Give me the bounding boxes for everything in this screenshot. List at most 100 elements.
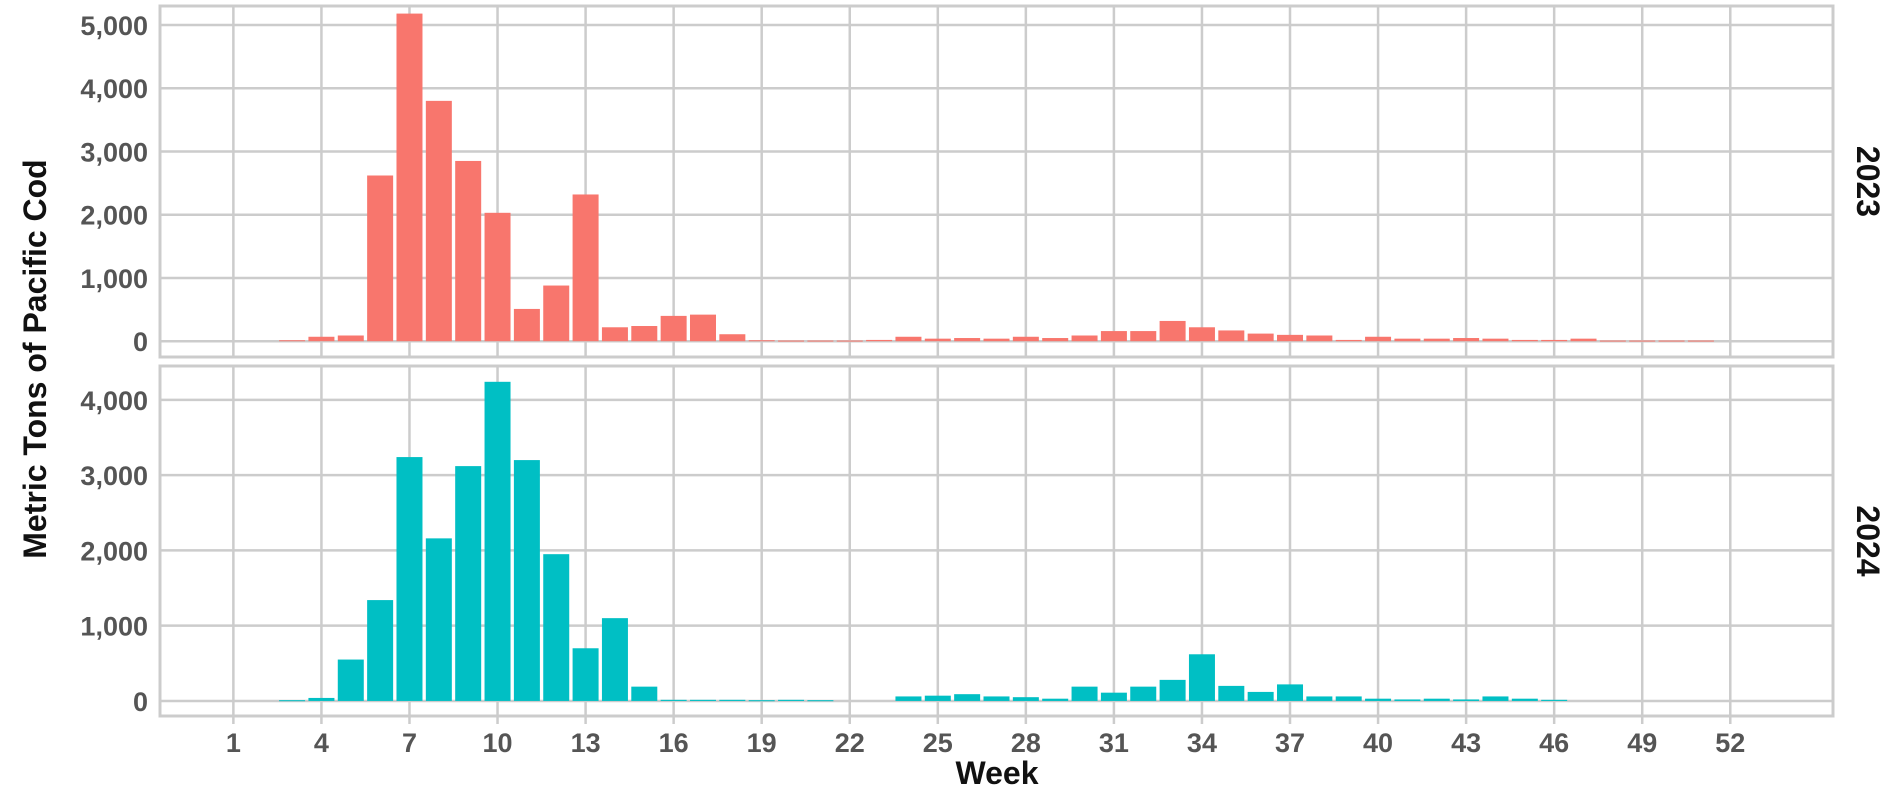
bar-2023-week-36	[1247, 333, 1274, 342]
panels: 0 1,000 2,000 3,000 4,000 5,000 2023 0 1,000 2,00…	[80, 4, 1886, 718]
bar-2024-week-14	[601, 618, 628, 701]
bar-2024-week-18	[719, 699, 746, 701]
bar-2023-week-17	[689, 314, 716, 342]
bar-2023-week-27	[983, 338, 1010, 342]
x-tick-label: 31	[1099, 728, 1129, 758]
bar-2024-week-10	[484, 381, 511, 701]
bar-2024-week-26	[954, 694, 981, 701]
bar-2023-week-12	[543, 285, 570, 342]
y-tick-label: 0	[133, 687, 148, 717]
bar-2023-week-16	[660, 315, 687, 342]
bar-2024-week-31	[1100, 692, 1127, 701]
x-tick-label: 28	[1011, 728, 1041, 758]
x-tick-label: 22	[835, 728, 865, 758]
bar-2024-week-27	[983, 696, 1010, 701]
bar-2023-week-29	[1042, 338, 1069, 342]
x-tick-label: 7	[402, 728, 417, 758]
x-tick-label: 52	[1715, 728, 1745, 758]
bar-2023-week-3	[279, 340, 306, 342]
bar-2024-week-3	[279, 700, 306, 702]
bar-2023-week-30	[1071, 335, 1098, 342]
bar-2023-week-44	[1482, 338, 1509, 342]
bar-2023-week-50	[1658, 340, 1685, 342]
bar-2023-week-32	[1130, 331, 1157, 342]
bar-2024-week-11	[513, 460, 540, 701]
y-tick-label: 5,000	[80, 11, 148, 41]
y-tick-label: 4,000	[80, 386, 148, 416]
bar-2024-week-24	[895, 696, 922, 701]
y-tick-label: 1,000	[80, 612, 148, 642]
bar-2024-week-33	[1159, 679, 1186, 701]
y-tick-label: 2,000	[80, 536, 148, 566]
bar-2023-week-5	[337, 335, 364, 342]
bar-2023-week-8	[425, 100, 452, 342]
bar-2024-week-42	[1423, 698, 1450, 701]
y-tick-label: 0	[133, 327, 148, 357]
y-tick-label: 4,000	[80, 74, 148, 104]
bar-2024-week-35	[1218, 685, 1245, 701]
y-tick-label: 3,000	[80, 461, 148, 491]
bar-2024-week-39	[1335, 696, 1362, 701]
panel-border	[158, 364, 1835, 718]
panel-border	[158, 4, 1835, 359]
bar-2024-week-7	[396, 457, 423, 701]
bar-2024-week-6	[367, 600, 394, 701]
facet-panel-2023: 0 1,000 2,000 3,000 4,000 5,000 2023	[80, 4, 1886, 359]
bar-2023-week-42	[1423, 338, 1450, 342]
bar-2024-week-16	[660, 699, 687, 701]
bar-2024-week-20	[778, 699, 805, 701]
x-tick-label: 37	[1275, 728, 1305, 758]
bar-2023-week-35	[1218, 330, 1245, 342]
bar-2024-week-36	[1247, 691, 1274, 701]
bar-2023-week-15	[631, 326, 658, 342]
bar-2024-week-25	[924, 695, 951, 701]
x-tick-label: 40	[1363, 728, 1393, 758]
x-tick-label: 16	[659, 728, 689, 758]
bar-2024-week-43	[1453, 699, 1480, 701]
bar-2024-week-32	[1130, 686, 1157, 701]
bar-2024-week-5	[337, 659, 364, 701]
x-tick-label: 4	[314, 728, 329, 758]
y-axis-title: Metric Tons of Pacific Cod	[17, 159, 53, 558]
bar-2023-week-25	[924, 338, 951, 342]
bar-2023-week-48	[1599, 340, 1626, 342]
x-tick-label: 10	[483, 728, 513, 758]
y-tick-label: 2,000	[80, 201, 148, 231]
bar-2023-week-23	[866, 339, 893, 342]
x-tick-label: 43	[1451, 728, 1481, 758]
bar-2023-week-37	[1277, 334, 1304, 342]
bar-2023-week-31	[1100, 331, 1127, 342]
bar-2023-week-26	[954, 338, 981, 342]
bar-2024-week-9	[455, 466, 482, 701]
x-tick-label: 46	[1539, 728, 1569, 758]
bar-2023-week-43	[1453, 338, 1480, 342]
facet-panel-2024: 0 1,000 2,000 3,000 4,000 2024	[80, 364, 1886, 718]
bar-2024-week-8	[425, 538, 452, 701]
bar-2023-week-46	[1541, 339, 1568, 342]
bar-2024-week-40	[1365, 698, 1392, 701]
x-tick-label: 49	[1627, 728, 1657, 758]
x-tick-label: 25	[923, 728, 953, 758]
x-tick-label: 34	[1187, 728, 1217, 758]
x-tick-label: 19	[747, 728, 777, 758]
x-tick-label: 13	[571, 728, 601, 758]
bar-2023-week-22	[836, 340, 863, 342]
bar-2023-week-34	[1188, 327, 1215, 342]
x-axis-title: Week	[955, 755, 1038, 789]
bar-2023-week-10	[484, 212, 511, 342]
bar-2023-week-39	[1335, 339, 1362, 342]
bar-2023-week-40	[1365, 336, 1392, 342]
bar-2024-week-17	[689, 699, 716, 701]
y-tick-label: 3,000	[80, 137, 148, 167]
bar-2023-week-21	[807, 340, 834, 342]
bar-2024-week-45	[1511, 698, 1538, 701]
bar-2024-week-13	[572, 648, 599, 701]
bar-2024-week-19	[748, 700, 775, 702]
bar-2024-week-44	[1482, 696, 1509, 701]
bar-2023-week-20	[778, 340, 805, 342]
bar-2024-week-34	[1188, 654, 1215, 701]
bar-2024-week-41	[1394, 699, 1421, 701]
bar-2024-week-15	[631, 686, 658, 701]
bar-2023-week-14	[601, 327, 628, 342]
bar-2024-week-4	[308, 697, 335, 701]
